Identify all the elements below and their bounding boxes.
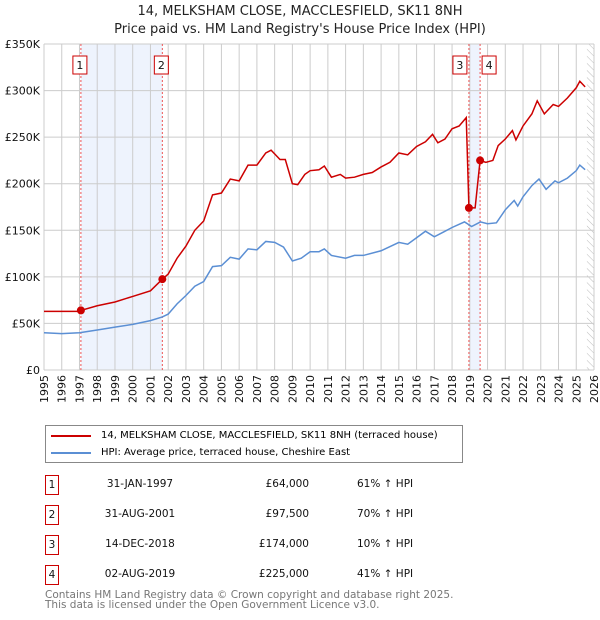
y-tick-label: £150K [5, 224, 41, 237]
legend-label-property: 14, MELKSHAM CLOSE, MACCLESFIELD, SK11 8… [101, 430, 438, 441]
footer-line-1: Contains HM Land Registry data © Crown c… [45, 589, 454, 601]
sale-label-box [153, 55, 169, 75]
x-tick-label: 2012 [340, 375, 353, 403]
transaction-hpi: 70% ↑ HPI [357, 508, 414, 520]
transaction-date: 31-AUG-2001 [104, 508, 176, 520]
x-tick-label: 2013 [357, 375, 370, 403]
sale-point [158, 275, 167, 284]
transaction-marker: 1 [45, 475, 59, 495]
x-tick-label: 2025 [570, 375, 583, 403]
transaction-date: 14-DEC-2018 [105, 538, 175, 550]
sale-point [464, 203, 473, 212]
x-tick-label: 2002 [162, 375, 175, 403]
x-tick-label: 2020 [482, 375, 495, 403]
y-tick-label: £0 [26, 364, 40, 377]
transaction-price: £64,000 [265, 478, 309, 490]
price-chart: 1995 1996 1997 1998 1999 2000 2001 2002 2003 2004… [5, 38, 600, 403]
y-tick-label: £250K [5, 131, 41, 144]
sale-label: 1 [76, 59, 83, 72]
transaction-price: £174,000 [258, 538, 309, 550]
hpi-line [43, 163, 586, 335]
x-tick-label: 2007 [251, 375, 264, 403]
sale-label-box [481, 55, 497, 75]
legend-swatch-hpi [51, 451, 91, 454]
x-tick-label: 1998 [91, 375, 104, 403]
sale-label: 3 [456, 59, 463, 72]
y-tick-label: £200K [5, 178, 41, 191]
transaction-row: 4 02-AUG-2019 £225,000 41% ↑ HPI [45, 565, 465, 585]
x-tick-label: 2001 [144, 375, 157, 403]
x-tick-label: 2018 [446, 375, 459, 403]
future-hatch [586, 44, 594, 370]
x-tick-label: 2006 [233, 375, 246, 403]
x-tick-label: 1995 [38, 375, 51, 403]
x-tick-label: 2022 [517, 375, 530, 403]
footer-line-2: This data is licensed under the Open Gov… [45, 599, 380, 611]
y-tick-label: £350K [5, 38, 41, 51]
property-price-line [44, 79, 586, 313]
x-tick-label: 2010 [304, 375, 317, 403]
transaction-hpi: 41% ↑ HPI [357, 568, 414, 580]
x-tick-label: 2016 [411, 375, 424, 403]
transaction-price: £97,500 [265, 508, 309, 520]
x-tick-label: 1997 [73, 375, 86, 403]
y-tick-label: £100K [5, 271, 41, 284]
sale-point [476, 156, 485, 165]
sale-label: 4 [486, 59, 493, 72]
transaction-row: 3 14-DEC-2018 £174,000 10% ↑ HPI [45, 535, 465, 555]
x-tick-label: 2000 [127, 375, 140, 403]
y-tick-label: £50K [12, 317, 41, 330]
x-tick-label: 2023 [535, 375, 548, 403]
transaction-row: 1 31-JAN-1997 £64,000 61% ↑ HPI [45, 475, 465, 495]
y-tick-label: £300K [5, 85, 41, 98]
x-tick-label: 2004 [198, 375, 211, 403]
x-tick-label: 2003 [180, 375, 193, 403]
x-tick-label: 1999 [109, 375, 122, 403]
sale-label-box [72, 55, 88, 75]
x-tick-label: 2005 [215, 375, 228, 403]
transaction-marker: 3 [45, 535, 59, 555]
footer: Contains HM Land Registry data © Crown c… [45, 589, 454, 611]
x-tick-label: 1996 [56, 375, 69, 403]
x-tick-label: 2019 [464, 375, 477, 403]
x-tick-label: 2015 [393, 375, 406, 403]
x-tick-label: 2014 [375, 375, 388, 403]
transaction-date: 02-AUG-2019 [104, 568, 176, 580]
transaction-hpi: 61% ↑ HPI [357, 478, 414, 490]
transaction-price: £225,000 [258, 568, 309, 580]
chart-title: 14, MELKSHAM CLOSE, MACCLESFIELD, SK11 8… [137, 4, 463, 19]
transaction-hpi: 10% ↑ HPI [357, 538, 414, 550]
x-tick-label: 2009 [286, 375, 299, 403]
legend: 14, MELKSHAM CLOSE, MACCLESFIELD, SK11 8… [45, 425, 463, 463]
chart-subtitle: Price paid vs. HM Land Registry's House … [114, 22, 486, 37]
sale-period-shading [80, 44, 163, 370]
x-tick-label: 2017 [428, 375, 441, 403]
legend-label-hpi: HPI: Average price, terraced house, Ches… [101, 447, 351, 458]
x-tick-label: 2026 [588, 375, 600, 403]
transaction-marker: 2 [45, 505, 59, 525]
transaction-date: 31-JAN-1997 [106, 478, 174, 490]
sale-label-box [452, 55, 468, 75]
sale-label: 2 [158, 59, 165, 72]
sale-point [76, 306, 85, 315]
x-tick-label: 2024 [553, 375, 566, 403]
transaction-row: 2 31-AUG-2001 £97,500 70% ↑ HPI [45, 505, 465, 525]
x-tick-label: 2011 [322, 375, 335, 403]
legend-swatch-property [51, 434, 91, 437]
x-tick-label: 2021 [499, 375, 512, 403]
transaction-marker: 4 [45, 565, 59, 585]
x-tick-label: 2008 [269, 375, 282, 403]
